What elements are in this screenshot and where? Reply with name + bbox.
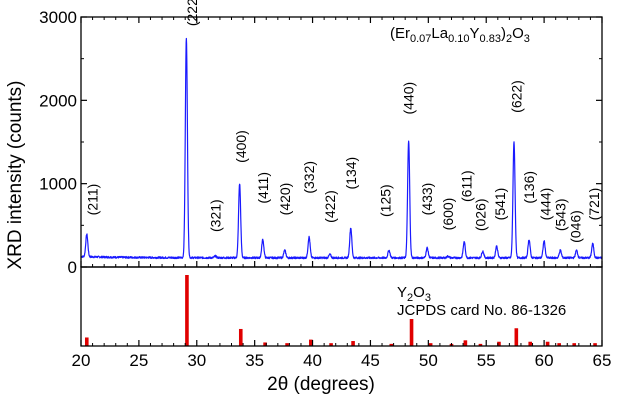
reference-bar (351, 341, 355, 346)
x-tick-label: 45 (361, 351, 380, 370)
peak-label: (125) (377, 184, 393, 217)
reference-label: Y2O3 (397, 284, 431, 304)
x-tick-label: 25 (129, 351, 148, 370)
peak-label: (026) (472, 198, 488, 231)
peak-label: (721) (586, 188, 602, 221)
x-tick-label: 65 (593, 351, 612, 370)
x-tick-label: 50 (419, 351, 438, 370)
peak-label: (222) (184, 0, 200, 26)
peak-label: (211) (85, 184, 101, 216)
peak-label: (543) (552, 198, 568, 231)
axis-labels: 2θ (degrees) XRD intensity (counts) (5, 80, 375, 395)
peak-label: (444) (537, 188, 553, 221)
peak-label: (440) (401, 82, 417, 115)
reference-bar (410, 319, 414, 346)
reference-bar (515, 328, 519, 346)
peak-label: (046) (567, 210, 583, 243)
y-tick-label: 2000 (39, 91, 77, 110)
y-tick-label: 3000 (39, 8, 77, 27)
reference-bar (239, 329, 243, 346)
x-tick-label: 30 (187, 351, 206, 370)
y-tick-label: 1000 (39, 175, 77, 194)
x-tick-label: 35 (245, 351, 264, 370)
card-label: JCPDS card No. 86-1326 (397, 302, 566, 319)
reference-bar (85, 337, 89, 346)
x-tick-label: 55 (477, 351, 496, 370)
x-tick-label: 20 (72, 351, 91, 370)
x-tick-label: 60 (535, 351, 554, 370)
peak-label: (600) (440, 198, 456, 231)
reference-bar (185, 275, 189, 346)
peak-label: (134) (343, 157, 359, 190)
reference-bar (464, 340, 468, 346)
peak-label: (622) (508, 80, 524, 113)
peak-label: (411) (255, 172, 271, 204)
peak-label: (541) (492, 188, 508, 221)
peak-label: (332) (301, 161, 317, 194)
top-frame (81, 17, 602, 267)
peak-label: (433) (419, 183, 435, 216)
y-axis-label: XRD intensity (counts) (5, 80, 26, 269)
x-tick-label: 40 (303, 351, 322, 370)
peak-label: (422) (322, 190, 338, 223)
peak-label: (321) (207, 199, 223, 232)
x-axis-label: 2θ (degrees) (267, 374, 375, 395)
y-tick-label: 0 (68, 258, 77, 277)
composition-label: (Er0.07La0.10Y0.83)2O3 (390, 25, 530, 45)
peak-label: (611) (459, 170, 475, 202)
peak-label: (400) (233, 130, 249, 163)
peak-label: (420) (277, 183, 293, 216)
xrd-pattern-line (81, 38, 602, 258)
peak-label: (136) (521, 171, 537, 204)
